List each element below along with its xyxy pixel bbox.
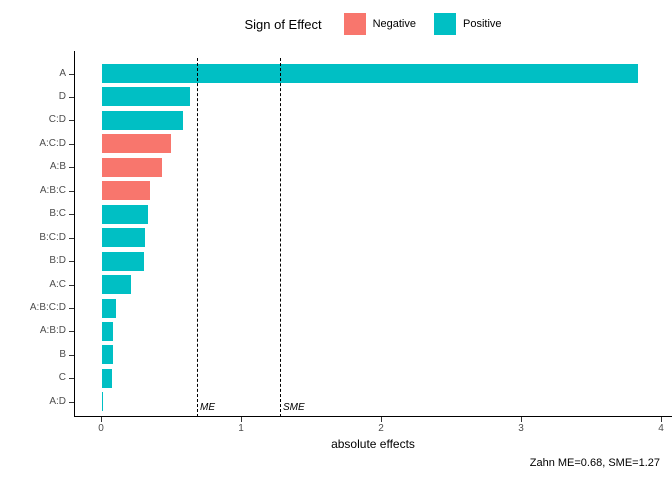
y-tick-A:D [69, 402, 74, 403]
y-tick-A:C:D [69, 144, 74, 145]
legend-label: Positive [462, 18, 502, 30]
y-tick-B:D [69, 261, 74, 262]
plot-panel: ME SME [74, 51, 672, 417]
refline-sme [280, 58, 281, 417]
legend-key-negative [343, 13, 366, 35]
bar-C:D [102, 111, 183, 130]
y-label-C: C [58, 372, 66, 383]
y-label-B:D: B:D [49, 255, 66, 266]
y-label-C:D: C:D [48, 114, 66, 125]
y-tick-A [69, 74, 74, 75]
bar-A:C:D [102, 134, 171, 153]
bar-D [102, 87, 190, 106]
y-tick-A:B:C [69, 191, 74, 192]
x-tick-label-3: 3 [518, 423, 524, 434]
y-tick-C:D [69, 120, 74, 121]
chart-caption: Zahn ME=0.68, SME=1.27 [529, 457, 660, 469]
x-tick-0 [101, 417, 102, 422]
y-label-A:B:C: A:B:C [39, 185, 66, 196]
legend-entry-positive: Positive [433, 13, 502, 35]
y-tick-C [69, 378, 74, 379]
y-label-A:C: A:C [49, 279, 66, 290]
x-tick-label-1: 1 [238, 423, 244, 434]
y-tick-B [69, 355, 74, 356]
bar-B:C:D [102, 228, 145, 247]
y-tick-B:C [69, 214, 74, 215]
bar-A:C [102, 275, 131, 294]
y-tick-A:C [69, 285, 74, 286]
x-axis-title: absolute effects [331, 437, 415, 451]
y-label-B:C: B:C [49, 208, 66, 219]
y-tick-D [69, 97, 74, 98]
legend-key-positive [433, 13, 456, 35]
bar-A:B:C:D [102, 299, 116, 318]
y-tick-B:C:D [69, 238, 74, 239]
y-label-A:D: A:D [49, 396, 66, 407]
y-label-A:B: A:B [49, 161, 66, 172]
refline-label-sme: SME [283, 402, 305, 413]
bar-A:D [102, 392, 103, 411]
bar-C [102, 369, 112, 388]
x-tick-label-2: 2 [378, 423, 384, 434]
chart-legend: Sign of Effect Negative Positive [74, 10, 672, 38]
y-label-A: A [59, 68, 66, 79]
x-tick-1 [241, 417, 242, 422]
y-label-A:B:C:D: A:B:C:D [29, 302, 66, 313]
x-tick-label-0: 0 [98, 423, 104, 434]
bar-B [102, 345, 113, 364]
y-label-B: B [59, 349, 66, 360]
refline-label-me: ME [200, 402, 215, 413]
bar-A:B:C [102, 181, 150, 200]
y-label-B:C:D: B:C:D [39, 232, 66, 243]
bar-B:C [102, 205, 148, 224]
legend-label: Negative [372, 18, 416, 30]
y-tick-A:B [69, 167, 74, 168]
y-tick-A:B:D [69, 331, 74, 332]
y-label-A:B:D: A:B:D [39, 325, 66, 336]
x-tick-4 [661, 417, 662, 422]
x-tick-label-4: 4 [658, 423, 664, 434]
bar-B:D [102, 252, 144, 271]
bar-A:B [102, 158, 162, 177]
bar-A [102, 64, 638, 83]
y-label-D: D [58, 91, 66, 102]
refline-me [197, 58, 198, 417]
x-tick-3 [521, 417, 522, 422]
bar-A:B:D [102, 322, 113, 341]
legend-entry-negative: Negative [343, 13, 416, 35]
y-tick-A:B:C:D [69, 308, 74, 309]
y-label-A:C:D: A:C:D [39, 138, 66, 149]
legend-title: Sign of Effect [244, 16, 322, 32]
x-tick-2 [381, 417, 382, 422]
